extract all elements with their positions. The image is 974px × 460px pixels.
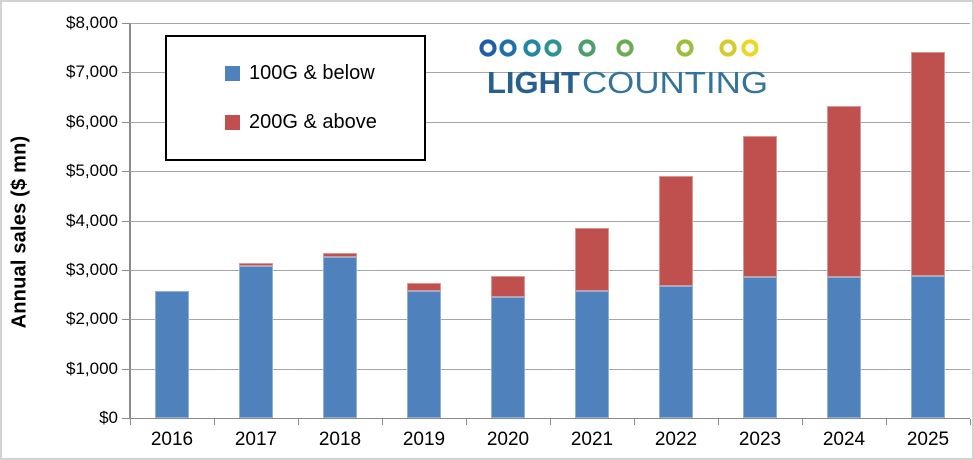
legend-label-100g: 100G & below bbox=[249, 62, 375, 85]
x-tick-mark bbox=[298, 419, 299, 425]
y-tick-label: $4,000 bbox=[66, 210, 118, 230]
logo-dot-icon bbox=[523, 39, 541, 57]
x-tick-label-2017: 2017 bbox=[234, 429, 278, 450]
x-tick-mark bbox=[214, 419, 215, 425]
bar-2019-100g-below bbox=[407, 290, 441, 418]
y-tick-label: $1,000 bbox=[66, 358, 118, 378]
bar-2021-200g-above bbox=[575, 227, 609, 291]
x-tick-label-2025: 2025 bbox=[906, 429, 950, 450]
gridline bbox=[130, 368, 970, 370]
y-tick-mark bbox=[122, 418, 129, 419]
y-tick-mark bbox=[122, 23, 129, 24]
logo-dot-icon bbox=[719, 39, 737, 57]
x-axis-line bbox=[129, 417, 970, 419]
logo-dot-icon bbox=[616, 39, 634, 57]
logo-dot-icon bbox=[741, 39, 759, 57]
bar-2022-100g-below bbox=[659, 285, 693, 418]
x-tick-mark bbox=[802, 419, 803, 425]
logo-dot-icon bbox=[544, 39, 562, 57]
x-tick-label-2018: 2018 bbox=[318, 429, 362, 450]
x-tick-mark bbox=[130, 419, 131, 425]
legend: 100G & below 200G & above bbox=[165, 35, 426, 161]
gridline bbox=[130, 23, 970, 24]
x-tick-mark bbox=[718, 419, 719, 425]
y-tick-label: $0 bbox=[99, 408, 118, 427]
x-tick-mark bbox=[886, 419, 887, 425]
y-tick-label: $6,000 bbox=[66, 111, 118, 131]
legend-label-200g: 200G & above bbox=[249, 110, 377, 133]
x-tick-mark bbox=[466, 419, 467, 425]
x-tick-label-2021: 2021 bbox=[570, 429, 614, 450]
logo-dot-icon bbox=[479, 39, 497, 57]
y-axis-line bbox=[129, 23, 131, 418]
x-tick-label-2019: 2019 bbox=[402, 429, 446, 450]
x-tick-label-2022: 2022 bbox=[654, 429, 698, 450]
y-tick-label: $7,000 bbox=[66, 62, 118, 82]
logo-dot-icon bbox=[578, 39, 596, 57]
y-tick-mark bbox=[122, 220, 129, 222]
y-tick-mark bbox=[122, 171, 129, 173]
logo-dots bbox=[479, 39, 759, 57]
x-tick-mark bbox=[970, 419, 971, 425]
bar-2021-100g-below bbox=[575, 290, 609, 418]
legend-swatch-200g-icon bbox=[225, 114, 240, 130]
lightcounting-logo-graphic: LIGHT COUNTING bbox=[477, 39, 768, 100]
gridline bbox=[130, 72, 970, 74]
y-axis-tick-labels: $0 $1,000 $2,000 $3,000 $4,000 $5,000 $6,000 $7… bbox=[2, 13, 124, 427]
y-tick-mark bbox=[122, 368, 129, 370]
legend-swatch-100g-icon bbox=[225, 66, 240, 82]
bar-2017-200g-above bbox=[239, 262, 273, 266]
bar-2019-200g-above bbox=[407, 283, 441, 291]
logo-text-counting: COUNTING bbox=[582, 65, 768, 100]
lightcounting-logo: LIGHT COUNTING bbox=[470, 32, 774, 102]
bar-2018-100g-below bbox=[323, 257, 357, 418]
gridline bbox=[130, 319, 970, 321]
x-tick-mark bbox=[382, 419, 383, 425]
logo-text-light: LIGHT bbox=[487, 65, 580, 100]
bar-2020-100g-below bbox=[491, 297, 525, 418]
y-tick-label: $8,000 bbox=[66, 13, 118, 32]
y-tick-mark bbox=[122, 121, 129, 123]
x-tick-label-2016: 2016 bbox=[150, 429, 194, 450]
bar-2025-100g-below bbox=[911, 275, 945, 418]
bar-2018-200g-above bbox=[323, 253, 357, 258]
gridline bbox=[130, 220, 970, 222]
y-tick-label: $2,000 bbox=[66, 309, 118, 329]
legend-item-200g-above: 200G & above bbox=[225, 111, 424, 134]
x-tick-label-2024: 2024 bbox=[822, 429, 866, 450]
bar-2025-200g-above bbox=[911, 52, 945, 276]
bar-2020-200g-above bbox=[491, 276, 525, 298]
legend-item-100g-below: 100G & below bbox=[225, 62, 424, 85]
bar-2024-200g-above bbox=[827, 106, 861, 278]
x-tick-mark bbox=[550, 419, 551, 425]
y-tick-label: $5,000 bbox=[66, 161, 118, 181]
bar-2023-100g-below bbox=[743, 277, 777, 418]
y-tick-mark bbox=[122, 319, 129, 321]
y-tick-label: $3,000 bbox=[66, 259, 118, 279]
bar-2024-100g-below bbox=[827, 277, 861, 418]
plot-area bbox=[122, 23, 971, 425]
x-tick-mark bbox=[634, 419, 635, 425]
logo-dot-icon bbox=[676, 39, 694, 57]
bar-2022-200g-above bbox=[659, 175, 693, 286]
x-axis-tick-labels: 2016 2017 2018 2019 2020 2021 2022 2023 2024 2025 bbox=[130, 429, 970, 455]
logo-dot-icon bbox=[499, 39, 517, 57]
bar-2016-100g-below bbox=[155, 290, 189, 418]
gridline bbox=[130, 171, 970, 173]
bar-2017-100g-below bbox=[239, 265, 273, 418]
bar-2023-200g-above bbox=[743, 135, 777, 278]
x-tick-label-2023: 2023 bbox=[738, 429, 782, 450]
x-tick-label-2020: 2020 bbox=[486, 429, 530, 450]
y-tick-mark bbox=[122, 269, 129, 271]
gridline bbox=[130, 269, 970, 271]
y-tick-mark bbox=[122, 72, 129, 74]
gridline bbox=[130, 121, 970, 123]
